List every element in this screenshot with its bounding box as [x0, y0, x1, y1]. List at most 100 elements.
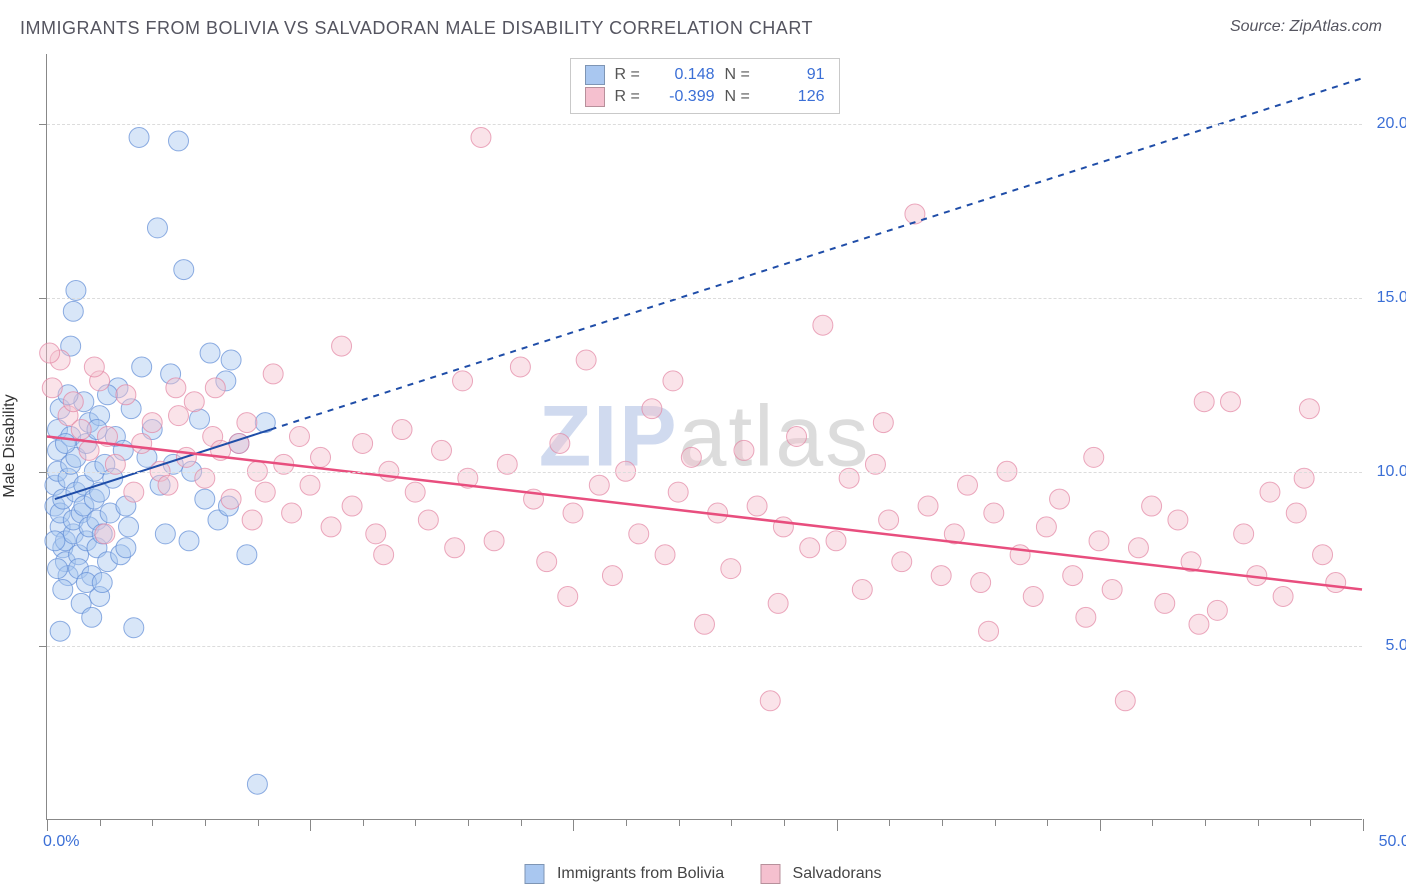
scatter-point — [132, 433, 152, 453]
scatter-point — [300, 475, 320, 495]
source-attribution: Source: ZipAtlas.com — [1230, 18, 1382, 36]
x-tick-minor — [152, 819, 153, 826]
scatter-point — [747, 496, 767, 516]
scatter-point — [576, 350, 596, 370]
scatter-point — [124, 618, 144, 638]
x-tick-major — [1100, 819, 1101, 831]
x-tick-minor — [100, 819, 101, 826]
scatter-point — [471, 127, 491, 147]
scatter-point — [826, 531, 846, 551]
scatter-point — [734, 440, 754, 460]
y-tick — [39, 124, 47, 125]
x-tick-major — [1363, 819, 1364, 831]
scatter-point — [124, 482, 144, 502]
y-axis-label: Male Disability — [1, 394, 19, 497]
scatter-point — [374, 545, 394, 565]
stat-r-bolivia: 0.148 — [655, 66, 715, 84]
scatter-point — [40, 343, 60, 363]
scatter-point — [237, 545, 257, 565]
scatter-point — [289, 427, 309, 447]
scatter-point — [655, 545, 675, 565]
scatter-point — [773, 517, 793, 537]
scatter-point — [1076, 607, 1096, 627]
scatter-point — [179, 531, 199, 551]
scatter-point — [1189, 614, 1209, 634]
scatter-point — [1194, 392, 1214, 412]
y-tick — [39, 472, 47, 473]
scatter-point — [1273, 586, 1293, 606]
scatter-point — [263, 364, 283, 384]
scatter-point — [1260, 482, 1280, 502]
scatter-point — [282, 503, 302, 523]
scatter-point — [958, 475, 978, 495]
scatter-point — [55, 433, 75, 453]
scatter-point — [484, 531, 504, 551]
scatter-point — [663, 371, 683, 391]
scatter-point — [629, 524, 649, 544]
scatter-point — [1234, 524, 1254, 544]
stat-label-n: N = — [725, 66, 755, 84]
scatter-point — [84, 357, 104, 377]
scatter-point — [695, 614, 715, 634]
scatter-point — [42, 378, 62, 398]
scatter-point — [432, 440, 452, 460]
scatter-point — [418, 510, 438, 530]
x-tick-minor — [784, 819, 785, 826]
scatter-point — [155, 524, 175, 544]
scatter-point — [63, 392, 83, 412]
trend-line-dashed — [271, 78, 1362, 429]
x-tick-major — [837, 819, 838, 831]
x-tick-minor — [521, 819, 522, 826]
scatter-point — [1084, 447, 1104, 467]
scatter-point — [147, 218, 167, 238]
bottom-legend: Immigrants from Bolivia Salvadorans — [524, 864, 881, 884]
legend-label-bolivia: Immigrants from Bolivia — [557, 865, 724, 882]
scatter-point — [50, 621, 70, 641]
scatter-point — [200, 343, 220, 363]
stat-r-salvadoran: -0.399 — [655, 88, 715, 106]
scatter-point — [1089, 531, 1109, 551]
scatter-point — [918, 496, 938, 516]
scatter-point — [158, 475, 178, 495]
scatter-point — [1050, 489, 1070, 509]
scatter-point — [852, 580, 872, 600]
scatter-point — [205, 378, 225, 398]
x-tick-minor — [1310, 819, 1311, 826]
scatter-point — [53, 580, 73, 600]
scatter-point — [48, 559, 68, 579]
x-tick-minor — [626, 819, 627, 826]
trend-line — [47, 437, 1362, 590]
scatter-point — [247, 774, 267, 794]
scatter-point — [342, 496, 362, 516]
scatter-point — [1326, 573, 1346, 593]
scatter-svg — [47, 54, 1362, 819]
scatter-point — [184, 392, 204, 412]
stat-label-r: R = — [615, 66, 645, 84]
x-tick-minor — [1205, 819, 1206, 826]
y-tick-label: 5.0% — [1368, 637, 1406, 655]
scatter-point — [1115, 691, 1135, 711]
scatter-point — [1142, 496, 1162, 516]
stats-row-salvadoran: R = -0.399 N = 126 — [585, 87, 825, 107]
scatter-point — [174, 260, 194, 280]
x-tick-minor — [995, 819, 996, 826]
scatter-point — [813, 315, 833, 335]
scatter-point — [760, 691, 780, 711]
scatter-point — [602, 566, 622, 586]
y-tick — [39, 646, 47, 647]
scatter-point — [169, 131, 189, 151]
scatter-point — [979, 621, 999, 641]
x-tick-minor — [1258, 819, 1259, 826]
x-tick-minor — [415, 819, 416, 826]
x-tick-major — [573, 819, 574, 831]
scatter-point — [510, 357, 530, 377]
scatter-point — [332, 336, 352, 356]
scatter-point — [82, 607, 102, 627]
x-axis-min-label: 0.0% — [43, 833, 79, 851]
scatter-point — [366, 524, 386, 544]
scatter-point — [71, 420, 91, 440]
scatter-point — [129, 127, 149, 147]
stat-label-r: R = — [615, 88, 645, 106]
scatter-point — [195, 489, 215, 509]
scatter-point — [931, 566, 951, 586]
